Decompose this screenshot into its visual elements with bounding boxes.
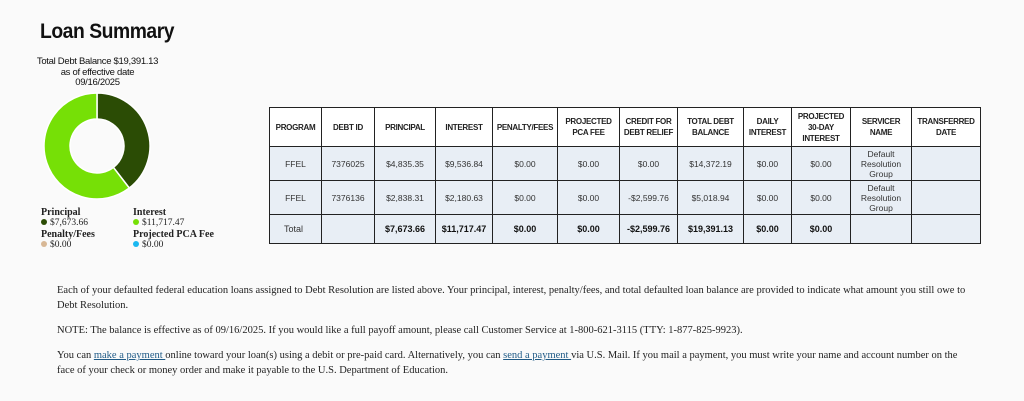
table-cell: $0.00 — [492, 146, 558, 181]
column-header: PROJECTED PCA FEE — [557, 107, 620, 147]
table-cell: $2,180.63 — [435, 180, 493, 215]
table-cell — [911, 146, 981, 181]
donut-slice-principal — [96, 92, 151, 190]
table-cell: $0.00 — [791, 214, 851, 244]
table-cell — [321, 214, 375, 244]
table-row: FFEL 7376136 $2,838.31 $2,180.63 $0.00 $0.00-… — [269, 180, 981, 215]
column-header: PROJECTED 30-DAY INTEREST — [791, 107, 851, 147]
table-cell: $4,835.35 — [374, 146, 436, 181]
legend-label: Projected PCA Fee — [133, 229, 214, 240]
column-header: PROGRAM — [269, 107, 322, 147]
table-cell: $0.00 — [557, 146, 620, 181]
table-cell: $0.00 — [557, 214, 620, 244]
table-cell: $0.00 — [492, 180, 558, 215]
column-header: SERVICER NAME — [850, 107, 912, 147]
table-cell: $9,536.84 — [435, 146, 493, 181]
table-cell: $0.00 — [619, 146, 678, 181]
table-cell: $0.00 — [743, 214, 792, 244]
loan-table: PROGRAM DEBT ID PRINCIPAL INTEREST PENALTY/F… — [269, 107, 981, 244]
table-cell: $11,717.47 — [435, 214, 493, 244]
column-header: PENALTY/FEES — [492, 107, 558, 147]
table-cell: FFEL — [269, 180, 322, 215]
legend-item: Penalty/Fees $0.00 — [41, 229, 133, 251]
table-cell: $0.00 — [557, 180, 620, 215]
legend-label: Penalty/Fees — [41, 229, 95, 240]
make-payment-link[interactable]: make a payment — [93, 350, 166, 361]
total-row: Total $7,673.66 $11,717.47 $0.00 $0.00 -$2,59… — [269, 214, 981, 244]
legend-dot-icon — [41, 241, 47, 247]
table-cell — [911, 180, 981, 215]
table-cell: $0.00 — [791, 146, 851, 181]
legend-item: Interest $11,717.47 — [133, 207, 233, 229]
legend-label: Principal — [41, 207, 81, 218]
legend-item: Projected PCA Fee $0.00 — [133, 229, 233, 251]
column-header: INTEREST — [435, 107, 493, 147]
table-cell: $14,372.19 — [677, 146, 744, 181]
legend-dot-icon — [41, 219, 47, 225]
table-cell: $7,673.66 — [374, 214, 436, 244]
column-header: TOTAL DEBT BALANCE — [677, 107, 744, 147]
loan-donut-chart — [43, 92, 151, 200]
legend-label: Interest — [133, 207, 167, 218]
legend-dot-icon — [133, 219, 139, 225]
legend-item: Principal $7,673.66 — [41, 207, 133, 229]
payment-instructions: You can make a payment online toward you… — [57, 350, 958, 376]
column-header: DAILY INTEREST — [743, 107, 792, 147]
table-cell: $0.00 — [492, 214, 558, 244]
page-title: Loan Summary — [40, 20, 175, 43]
legend-dot-icon — [133, 241, 139, 247]
column-header: PRINCIPAL — [374, 107, 436, 147]
column-header: TRANSFERRED DATE — [911, 107, 981, 147]
table-cell: $0.00 — [743, 146, 792, 181]
table-cell: -$2,599.76 — [619, 214, 678, 244]
column-header: CREDIT FOR DEBT RELIEF — [619, 107, 678, 147]
table-cell: -$2,599.76 — [619, 180, 678, 215]
table-cell: Default Resolution Group — [850, 146, 912, 181]
legend-value: $0.00 — [50, 240, 72, 250]
info-text: Each of your defaulted federal education… — [57, 283, 967, 388]
table-cell: Default Resolution Group — [850, 180, 912, 215]
send-payment-link[interactable]: send a payment — [503, 350, 572, 361]
donut-slice-interest — [43, 92, 131, 200]
total-balance-caption: Total Debt Balance $19,391.13 as of effe… — [36, 56, 159, 88]
table-cell — [850, 214, 912, 244]
column-header: DEBT ID — [321, 107, 375, 147]
balance-note: NOTE: The balance is effective as of 09/… — [57, 325, 743, 336]
table-cell: $2,838.31 — [374, 180, 436, 215]
table-cell: $5,018.94 — [677, 180, 744, 215]
table-cell: 7376136 — [321, 180, 375, 215]
table-cell: Total — [269, 214, 322, 244]
table-cell — [911, 214, 981, 244]
table-cell: FFEL — [269, 146, 322, 181]
chart-legend: Principal $7,673.66 Interest $11,717.47 Pena… — [41, 207, 231, 251]
legend-value: $7,673.66 — [50, 218, 88, 228]
legend-value: $0.00 — [142, 240, 164, 250]
table-cell: $0.00 — [791, 180, 851, 215]
table-cell: $19,391.13 — [677, 214, 744, 244]
loans-description: Each of your defaulted federal education… — [57, 285, 966, 311]
table-row: FFEL 7376025 $4,835.35 $9,536.84 $0.00 $0.00 $… — [269, 146, 981, 181]
table-cell: $0.00 — [743, 180, 792, 215]
legend-value: $11,717.47 — [142, 218, 185, 228]
table-cell: 7376025 — [321, 146, 375, 181]
